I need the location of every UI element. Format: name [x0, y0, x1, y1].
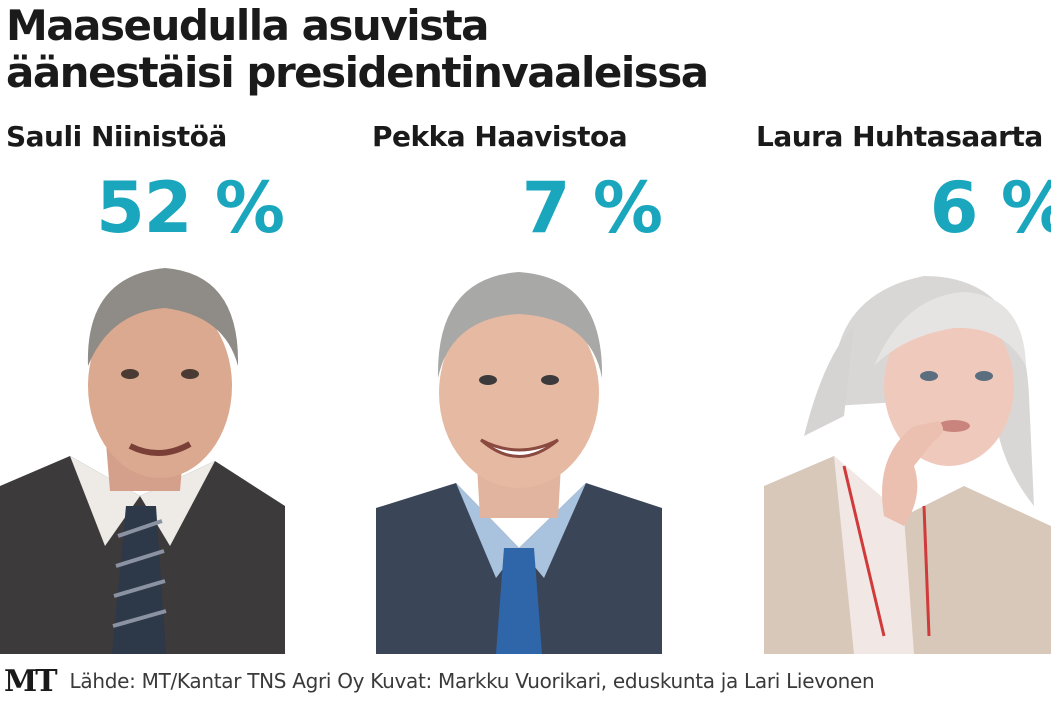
candidate-card-niinisto: Sauli Niinistöä 52 %	[0, 120, 330, 660]
candidate-percentage: 6 %	[929, 167, 1051, 249]
chart-title: Maaseudulla asuvista äänestäisi presiden…	[6, 1, 709, 97]
candidate-photo-niinisto	[0, 246, 285, 654]
candidate-card-huhtasaari: Laura Huhtasaarta 6 %	[740, 120, 1051, 660]
candidate-photo-haavisto	[376, 248, 662, 654]
source-credits: Lähde: MT/Kantar TNS Agri Oy Kuvat: Mark…	[69, 669, 875, 693]
mt-logo: MT	[4, 663, 58, 699]
title-line-2: äänestäisi presidentinvaaleissa	[6, 48, 709, 97]
candidate-name: Sauli Niinistöä	[6, 120, 227, 153]
title-line-1: Maaseudulla asuvista	[6, 1, 490, 50]
candidate-name: Laura Huhtasaarta	[756, 120, 1043, 153]
candidate-percentage: 7 %	[521, 167, 663, 249]
footer: MT Lähde: MT/Kantar TNS Agri Oy Kuvat: M…	[4, 663, 875, 699]
candidate-card-haavisto: Pekka Haavistoa 7 %	[370, 120, 700, 660]
candidate-photo-huhtasaari	[764, 256, 1051, 654]
candidate-percentage: 52 %	[96, 167, 285, 249]
candidate-name: Pekka Haavistoa	[372, 120, 628, 153]
